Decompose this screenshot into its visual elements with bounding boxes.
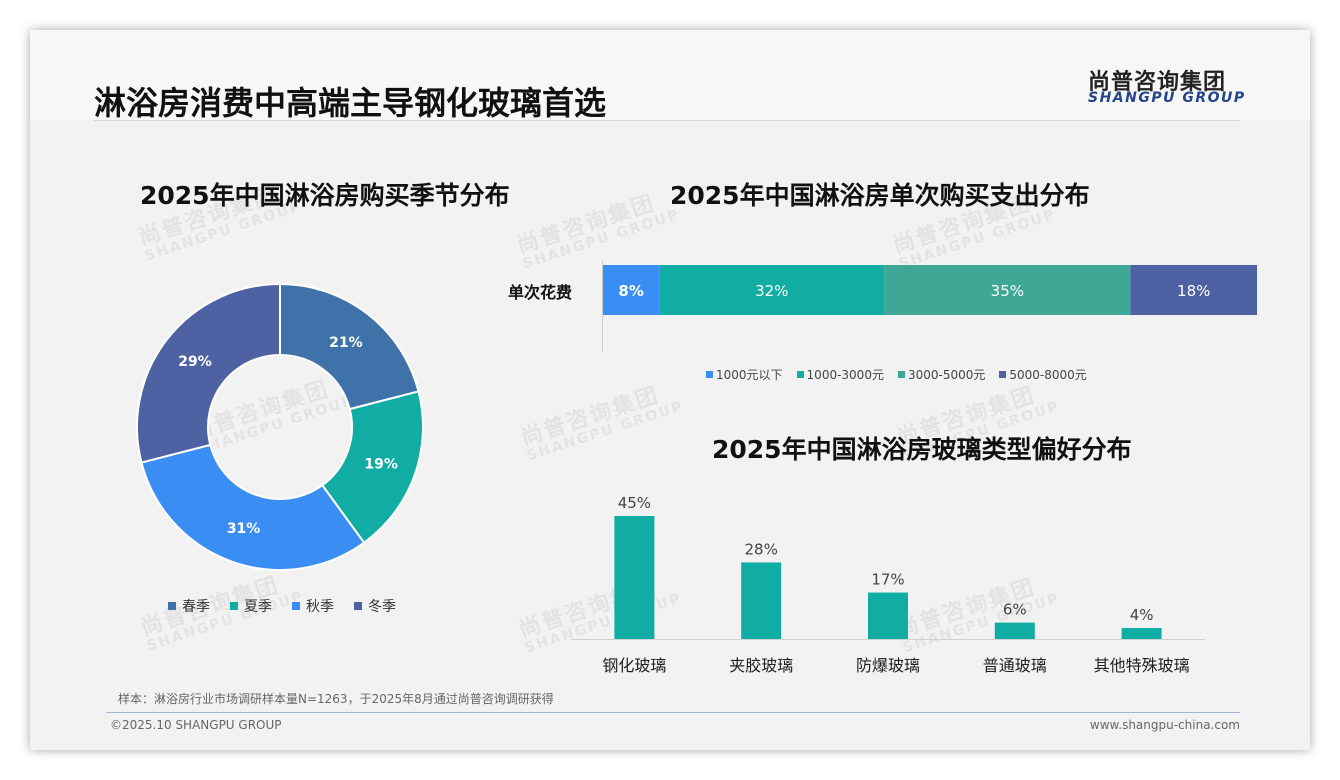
column-category-label: 普通玻璃 (983, 656, 1047, 675)
spending-chart-title: 2025年中国淋浴房单次购买支出分布 (670, 181, 1090, 210)
legend-swatch (168, 602, 176, 610)
glass-column-chart: 45% 钢化玻璃 28% 夹胶玻璃 17% 防爆玻璃 6% 普通玻璃 4% 其他特殊玻璃 (571, 494, 1205, 675)
stacked-bar-label: 32% (755, 282, 788, 300)
legend-item-spring: 春季 (168, 596, 210, 616)
stacked-bar-label: 35% (991, 282, 1024, 300)
header-divider (94, 120, 1240, 121)
legend-item-under-1000: 1000元以下 (706, 366, 783, 383)
column-bar (614, 516, 655, 639)
legend-item-5000-8000: 5000-8000元 (999, 366, 1087, 383)
donut-data-label: 29% (178, 354, 212, 370)
legend-label: 5000-8000元 (1009, 368, 1087, 382)
donut-slice (320, 390, 424, 545)
season-legend: 春季 夏季 秋季 冬季 (168, 596, 396, 616)
copyright-text: ©2025.10 SHANGPU GROUP (110, 718, 282, 732)
spending-stacked-bar-chart: 8% 32% 35% 18% (602, 260, 1257, 352)
legend-item-1000-3000: 1000-3000元 (796, 366, 884, 383)
footer-divider (106, 712, 1240, 713)
sample-note: 样本：淋浴房行业市场调研样本量N=1263，于2025年8月通过尚普咨询调研获得 (118, 692, 554, 706)
legend-label: 1000-3000元 (806, 368, 884, 382)
slide: 淋浴房消费中高端主导钢化玻璃首选 尚普咨询集团 SHANGPU GROUP 尚普… (30, 30, 1310, 750)
column-category-label: 防爆玻璃 (856, 656, 920, 675)
column-category-label: 钢化玻璃 (602, 656, 666, 675)
column-data-label: 28% (745, 540, 778, 558)
spending-row-label: 单次花费 (508, 283, 573, 302)
legend-swatch (897, 371, 905, 378)
column-data-label: 4% (1130, 606, 1154, 624)
season-donut-chart: 21% 19% 31% 29% (136, 282, 424, 571)
stacked-bar-segment (603, 265, 660, 315)
legend-label: 夏季 (244, 599, 272, 615)
legend-item-winter: 冬季 (354, 596, 396, 616)
stacked-bar-label: 18% (1177, 282, 1210, 300)
stacked-bar-segment (884, 265, 1131, 315)
column-category-label: 夹胶玻璃 (729, 656, 793, 675)
header-band (30, 30, 1310, 120)
legend-item-3000-5000: 3000-5000元 (897, 366, 986, 383)
legend-swatch (292, 602, 300, 610)
donut-data-label: 21% (329, 335, 363, 351)
season-chart-title: 2025年中国淋浴房购买季节分布 (140, 181, 510, 210)
legend-label: 冬季 (368, 599, 396, 615)
stacked-bar-label: 8% (618, 282, 643, 300)
stacked-bar-segment (659, 265, 885, 315)
website-link[interactable]: www.shangpu-china.com (1089, 718, 1240, 732)
donut-slice (140, 443, 366, 571)
spending-legend: 1000元以下 1000-3000元 3000-5000元 5000-8000元 (706, 366, 1087, 383)
legend-label: 1000元以下 (716, 368, 783, 382)
legend-item-summer: 夏季 (230, 596, 272, 616)
legend-item-autumn: 秋季 (292, 596, 334, 616)
legend-swatch (354, 602, 362, 610)
page-title: 淋浴房消费中高端主导钢化玻璃首选 (94, 84, 607, 122)
column-bar (1121, 628, 1162, 639)
legend-swatch (230, 602, 238, 610)
donut-slice (279, 282, 420, 411)
legend-label: 3000-5000元 (907, 368, 986, 382)
legend-swatch (796, 371, 804, 378)
legend-label: 秋季 (306, 599, 334, 615)
footer-band (30, 712, 1310, 750)
column-category-label: 其他特殊玻璃 (1094, 656, 1190, 675)
column-data-label: 17% (871, 571, 904, 589)
donut-data-label: 19% (364, 456, 398, 472)
donut-data-label: 31% (227, 521, 261, 537)
column-data-label: 6% (1003, 601, 1027, 619)
stacked-bar-segment (1130, 265, 1257, 315)
legend-swatch (999, 371, 1007, 378)
logo-text-cn: 尚普咨询集团 (1088, 70, 1227, 95)
column-bar (994, 622, 1035, 639)
donut-slice (136, 282, 281, 464)
column-data-label: 45% (618, 494, 651, 512)
legend-swatch (706, 371, 713, 378)
legend-label: 春季 (182, 599, 210, 615)
column-bar (868, 592, 908, 639)
logo-text-en: SHANGPU GROUP (1088, 90, 1246, 106)
column-bar (741, 562, 782, 639)
glass-chart-title: 2025年中国淋浴房玻璃类型偏好分布 (712, 435, 1132, 464)
